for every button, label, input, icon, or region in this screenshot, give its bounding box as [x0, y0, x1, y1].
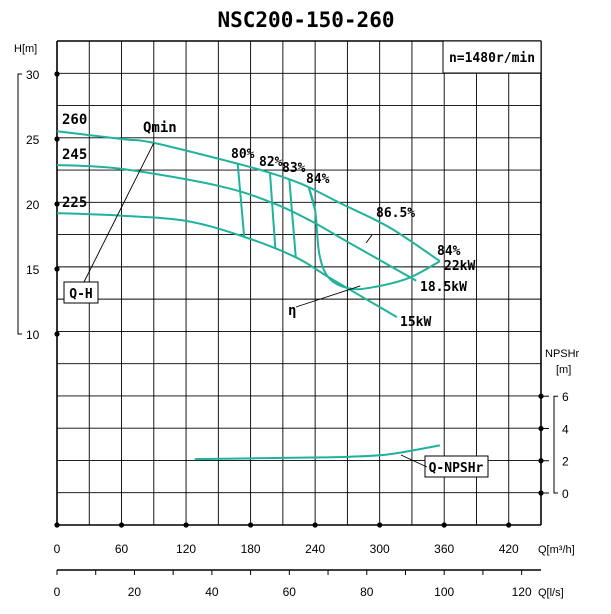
label-18-5kw: 18.5kW: [420, 280, 467, 295]
x2-tick-label: 20: [128, 585, 142, 599]
curves: [56, 130, 441, 461]
qmin-leader: [83, 142, 155, 283]
curve-225-q-h: [56, 212, 398, 318]
x-tick-label: 0: [54, 542, 61, 556]
label-eta: η: [288, 303, 296, 319]
x-tick-label: 360: [434, 542, 454, 556]
label-86-5: 86.5%: [376, 206, 415, 221]
x-tick-dot: [506, 522, 512, 528]
x-tick-label: 240: [305, 542, 325, 556]
curve-245-q-h: [56, 164, 417, 282]
iso-efficiency-line: [268, 172, 277, 249]
x2-tick-label: 100: [434, 585, 454, 599]
y-tick-dot: [54, 136, 60, 142]
eff-max-leader: [365, 234, 373, 244]
y-tick-label: 25: [26, 133, 40, 147]
y-tick-label: 10: [26, 328, 40, 342]
x2-tick-label: 120: [512, 585, 532, 599]
x-tick-dot: [54, 522, 60, 528]
iso-efficiency-line: [236, 163, 246, 237]
label-22kw: 22kW: [444, 259, 475, 274]
label-qh: Q-H: [69, 287, 92, 302]
label-80: 80%: [231, 147, 255, 162]
y-tick-label: 15: [26, 263, 40, 277]
x-tick-label: 180: [241, 542, 261, 556]
annotations: 260 245 225 Qmin 80% 82% 83% 84% 86.5% 8…: [62, 112, 489, 478]
y-tick-dot: [54, 331, 60, 337]
label-82: 82%: [259, 155, 283, 170]
x-tick-label: 420: [499, 542, 519, 556]
label-83: 83%: [282, 161, 306, 176]
x-tick-dot: [312, 522, 318, 528]
y2-axis-label: NPSHr: [545, 348, 580, 360]
label-260: 260: [62, 112, 87, 128]
label-84: 84%: [306, 172, 330, 187]
label-84-end: 84%: [437, 244, 461, 259]
y-tick-dot: [54, 71, 60, 77]
x2-tick-label: 60: [283, 585, 297, 599]
y2-tick-label: 4: [562, 422, 569, 436]
iso-efficiency-line: [307, 186, 317, 211]
x-tick-dot: [441, 522, 447, 528]
label-15kw: 15kW: [400, 315, 431, 330]
grid: [56, 40, 542, 526]
curve-QNPSHr-npshr: [194, 444, 441, 461]
iso-efficiency-line: [288, 179, 297, 258]
x-tick-label: 60: [115, 542, 129, 556]
x-tick-dot: [248, 522, 254, 528]
x2-tick-label: 0: [54, 585, 61, 599]
eta-leader: [295, 285, 361, 308]
y-axis-bracket: [17, 73, 22, 335]
y-axis-label: H[m]: [14, 43, 37, 55]
label-225: 225: [62, 195, 87, 211]
x-tick-dot: [118, 522, 125, 528]
x-tick-label: 300: [370, 542, 390, 556]
y2-tick-label: 6: [562, 390, 569, 404]
y2-tick-label: 0: [562, 487, 569, 501]
y2-axis-unit: [m]: [556, 364, 571, 376]
x2-axis-label: Q[l/s]: [538, 587, 564, 599]
y-tick-label: 30: [26, 68, 40, 82]
qh-box: [63, 281, 99, 304]
x2-tick-label: 40: [205, 585, 219, 599]
chart-title: NSC200-150-260: [217, 8, 394, 32]
x2-tick-label: 80: [360, 585, 374, 599]
npsh-leader: [400, 454, 428, 468]
speed-label: n=1480r/min: [449, 51, 535, 66]
y-tick-label: 20: [26, 198, 40, 212]
y-tick-dot: [54, 201, 60, 207]
label-npsh: Q-NPSHr: [429, 461, 484, 476]
speed-box: [442, 40, 542, 74]
label-qmin: Qmin: [143, 120, 177, 136]
y2-tick-label: 2: [562, 455, 569, 469]
curve-260-q-h: [56, 130, 441, 263]
curve--efficiency-envelope: [307, 186, 441, 291]
label-245: 245: [62, 147, 87, 163]
x-tick-dot: [377, 522, 383, 528]
x-tick-label: 120: [176, 542, 196, 556]
x-tick-dot: [183, 522, 189, 528]
y-tick-dot: [54, 266, 60, 272]
y2-axis-bracket: [553, 395, 558, 494]
x-axis-label: Q[m³/h]: [538, 544, 575, 556]
